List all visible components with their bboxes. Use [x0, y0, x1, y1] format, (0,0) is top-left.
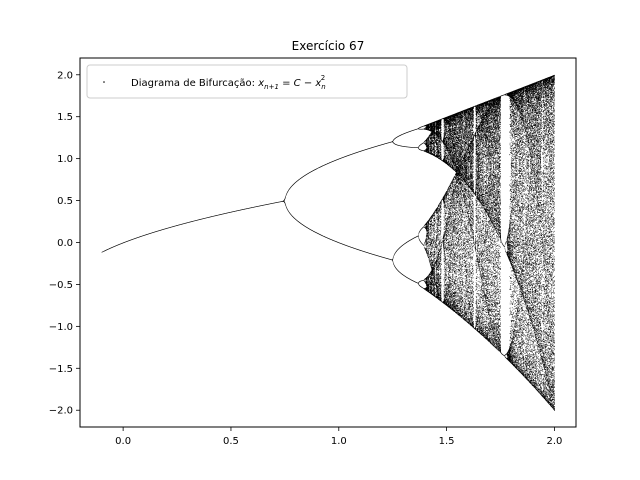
y-tick-label: 1.0: [57, 154, 73, 165]
legend-label-sub2: n: [321, 83, 325, 91]
legend-box: [86, 64, 408, 99]
y-tick-label: 2.0: [57, 70, 73, 81]
legend-label: Diagrama de Bifurcação: xn+1 = C − xn2: [131, 74, 326, 91]
x-tick-label: 1.5: [439, 436, 455, 447]
x-axis: 0.0 0.5 1.0 1.5 2.0: [115, 427, 562, 447]
bifurcation-points: [101, 74, 556, 411]
legend-marker: [103, 81, 105, 83]
legend-label-sub1: n+1: [264, 83, 279, 91]
y-tick-label: 0.0: [57, 238, 73, 249]
y-tick-label: −2.0: [49, 406, 73, 417]
y-tick-label: −1.5: [49, 364, 73, 375]
legend-label-eq: = C − x: [279, 78, 321, 89]
y-tick-label: 1.5: [57, 112, 73, 123]
y-tick-label: −0.5: [49, 280, 73, 291]
bifurcation-series-points: [101, 74, 556, 411]
y-tick-label: 0.5: [57, 196, 73, 207]
y-tick-label: −1.0: [49, 322, 73, 333]
y-axis: −2.0 −1.5 −1.0 −0.5 0.0 0.5 1.0 1.5 2.0: [49, 70, 80, 417]
legend-label-sup2: 2: [321, 74, 325, 82]
x-tick-label: 0.5: [223, 436, 239, 447]
legend: Diagrama de Bifurcação: xn+1 = C − xn2: [86, 64, 408, 99]
x-tick-label: 2.0: [546, 436, 562, 447]
x-tick-label: 0.0: [115, 436, 131, 447]
legend-label-text: Diagrama de Bifurcação:: [131, 78, 258, 89]
legend-label-x1: x: [257, 78, 264, 89]
chart-title: Exercício 67: [292, 39, 365, 53]
x-tick-label: 1.0: [331, 436, 347, 447]
